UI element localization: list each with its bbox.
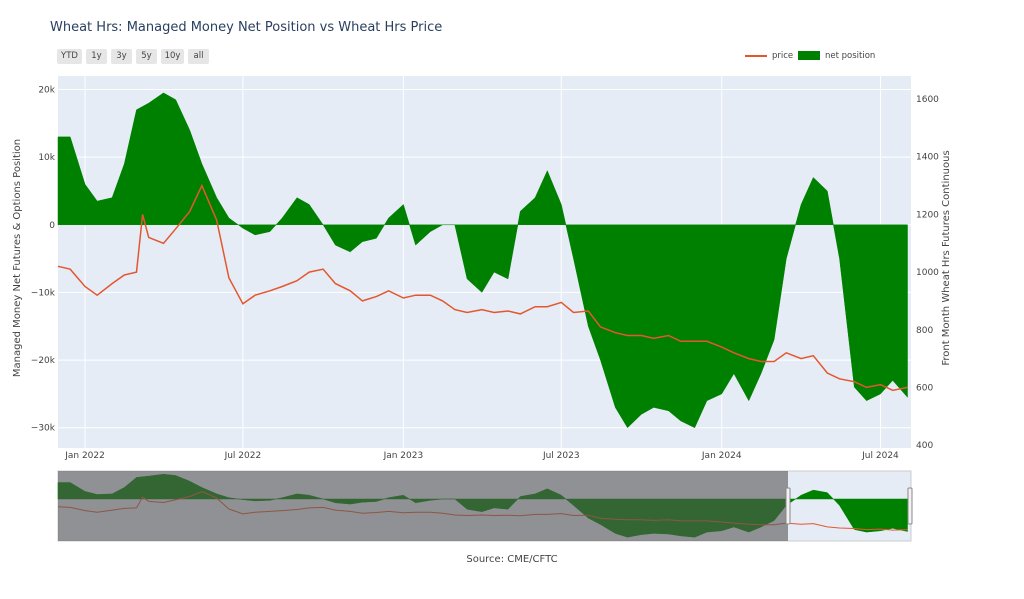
y-right-tick-label: 1600 — [916, 95, 939, 105]
range-slider-mask — [58, 471, 788, 541]
y-right-tick-label: 600 — [916, 383, 933, 393]
x-tick-label: Jan 2024 — [701, 451, 742, 461]
range-button-10y[interactable]: 10y — [161, 49, 184, 64]
range-button-5y[interactable]: 5y — [136, 49, 157, 64]
range-slider[interactable] — [57, 470, 913, 542]
y-left-tick-label: −10k — [31, 288, 56, 298]
range-button-3y[interactable]: 3y — [111, 49, 132, 64]
range-button-ytd[interactable]: YTD — [57, 49, 82, 64]
legend-line-swatch — [745, 54, 767, 57]
source-note: Source: CME/CFTC — [466, 554, 558, 565]
x-tick-label: Jan 2022 — [64, 451, 105, 461]
y-right-tick-label: 1000 — [916, 268, 939, 278]
range-button-1y[interactable]: 1y — [86, 49, 107, 64]
y-right-tick-label: 400 — [916, 441, 933, 451]
chart-title: Wheat Hrs: Managed Money Net Position vs… — [50, 20, 443, 35]
range-slider-left-handle[interactable] — [785, 487, 791, 525]
x-tick-label: Jul 2024 — [861, 451, 899, 461]
x-tick-label: Jan 2023 — [383, 451, 424, 461]
range-button-all[interactable]: all — [188, 49, 209, 64]
y-left-tick-label: −20k — [31, 356, 56, 366]
net-position-area — [57, 92, 908, 429]
x-tick-label: Jul 2023 — [542, 451, 580, 461]
y-left-axis-title: Managed Money Net Futures & Options Posi… — [12, 139, 23, 377]
y-right-tick-label: 1400 — [916, 153, 939, 163]
range-slider-right-handle[interactable] — [907, 487, 913, 525]
y-right-axis-title: Front Month Wheat Hrs Futures Continuous — [941, 150, 952, 365]
y-left-tick-label: 20k — [38, 86, 55, 96]
x-tick-label: Jul 2022 — [224, 451, 262, 461]
y-left-tick-label: 10k — [38, 153, 55, 163]
legend-label-price: price — [772, 51, 794, 61]
legend-item-price[interactable]: price — [745, 49, 793, 63]
y-right-tick-label: 1200 — [916, 210, 939, 220]
main-plot-area[interactable] — [57, 76, 911, 448]
legend-label-net-position: net position — [825, 51, 876, 61]
y-right-tick-label: 800 — [916, 326, 933, 336]
legend-item-net-position[interactable]: net position — [798, 49, 875, 63]
y-left-tick-label: −30k — [31, 424, 56, 434]
legend-fill-swatch — [798, 51, 820, 60]
price-line — [57, 183, 908, 392]
y-left-tick-label: 0 — [49, 221, 55, 231]
